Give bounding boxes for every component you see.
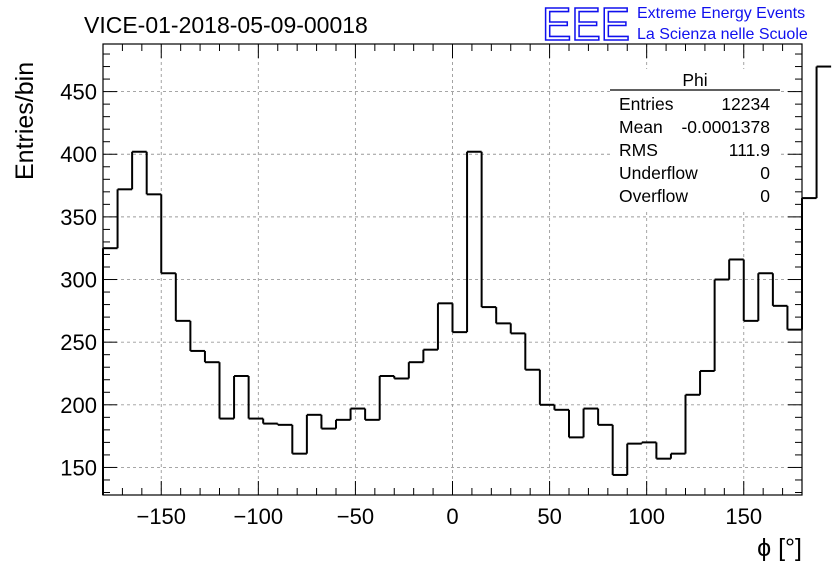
y-tick-label: 350 <box>60 205 97 230</box>
x-tick-label: 50 <box>537 504 561 529</box>
stat-label-underflow: Underflow <box>619 163 698 183</box>
x-tick-label: −100 <box>234 504 284 529</box>
stat-label-mean: Mean <box>619 117 663 137</box>
x-tick-label: 100 <box>628 504 665 529</box>
tick-labels: −150 −100 −50 0 50 100 150 150 200 250 300 350 400 45… <box>60 80 762 529</box>
x-tick-label: 150 <box>725 504 762 529</box>
eee-logo-letters: EEE <box>542 0 630 50</box>
stats-box-title: Phi <box>682 70 707 90</box>
x-tick-label: 0 <box>446 504 458 529</box>
y-tick-label: 200 <box>60 393 97 418</box>
y-tick-label: 150 <box>60 455 97 480</box>
stat-value-rms: 111.9 <box>729 140 770 160</box>
axis-ticks <box>102 44 803 495</box>
stats-box: Phi Entries 12234 Mean -0.0001378 RMS 11… <box>610 69 780 209</box>
stat-label-overflow: Overflow <box>619 186 688 206</box>
x-axis-label: ϕ [°] <box>757 534 802 562</box>
stats-box-background <box>610 69 780 209</box>
chart-title: VICE-01-2018-05-09-00018 <box>84 12 368 38</box>
y-tick-label: 450 <box>60 80 97 105</box>
stat-value-underflow: 0 <box>760 163 770 183</box>
stat-label-rms: RMS <box>619 140 658 160</box>
stat-value-entries: 12234 <box>721 94 770 114</box>
x-tick-label: −50 <box>337 504 374 529</box>
y-axis-label: Entries/bin <box>11 62 39 180</box>
y-tick-label: 250 <box>60 330 97 355</box>
stat-value-mean: -0.0001378 <box>681 117 770 137</box>
stat-value-overflow: 0 <box>760 186 770 206</box>
y-tick-label: 400 <box>60 142 97 167</box>
logo-line-2: La Scienza nelle Scuole <box>637 26 808 43</box>
stat-label-entries: Entries <box>619 94 674 114</box>
x-tick-label: −150 <box>136 504 186 529</box>
logo-line-1: Extreme Energy Events <box>637 5 805 22</box>
eee-logo: EEE Extreme Energy Events La Scienza nel… <box>541 0 808 51</box>
y-tick-label: 300 <box>60 268 97 293</box>
